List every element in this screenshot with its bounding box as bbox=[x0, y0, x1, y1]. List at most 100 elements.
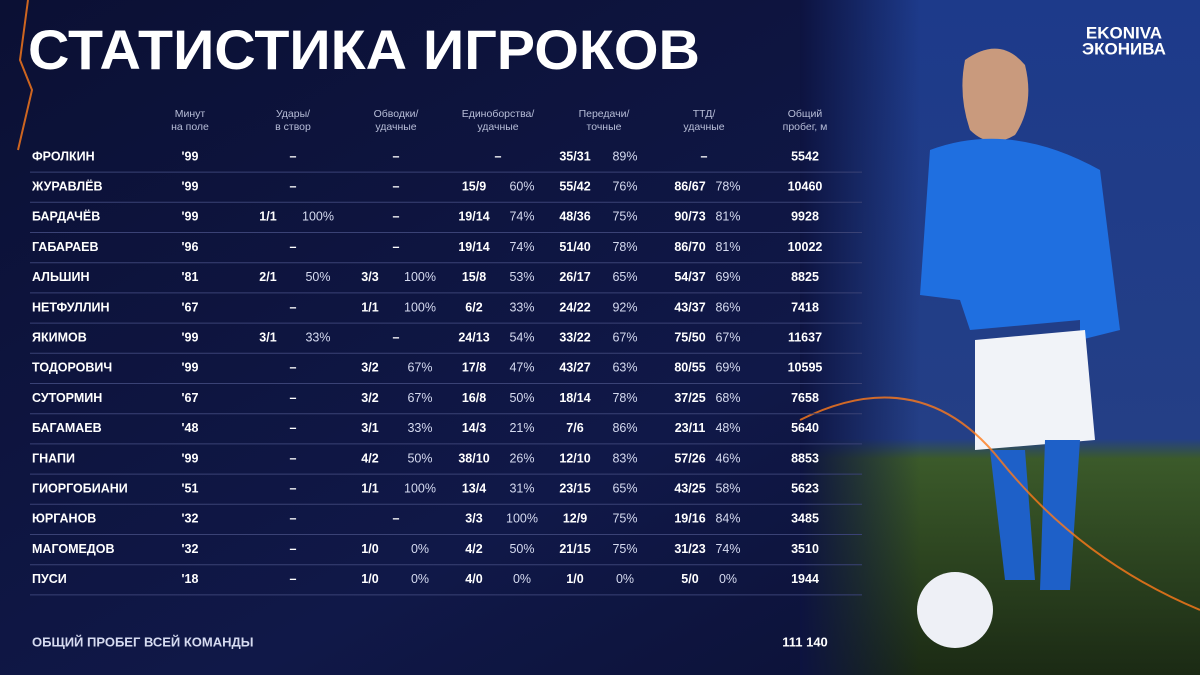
stat-percent: 0% bbox=[411, 572, 429, 586]
stat-percent: 33% bbox=[305, 330, 330, 344]
distance: 5542 bbox=[791, 149, 819, 163]
minutes: '48 bbox=[182, 421, 199, 435]
stat-percent: 100% bbox=[302, 210, 334, 224]
column-header: удачные bbox=[683, 121, 724, 133]
stat-percent: 100% bbox=[404, 270, 436, 284]
stat-percent: 0% bbox=[411, 542, 429, 556]
stat: 4/0 bbox=[465, 572, 482, 586]
stat: 7/6 bbox=[566, 421, 583, 435]
stat: 86/67 bbox=[674, 179, 705, 193]
player-name: НЕТФУЛЛИН bbox=[32, 300, 110, 314]
minutes: '99 bbox=[182, 149, 199, 163]
stat-percent: 68% bbox=[715, 391, 740, 405]
stat-percent: 75% bbox=[612, 210, 637, 224]
stat: 3/1 bbox=[259, 330, 276, 344]
stat-percent: 89% bbox=[612, 149, 637, 163]
column-header: пробег, м bbox=[783, 121, 828, 133]
stat: 12/9 bbox=[563, 512, 587, 526]
column-header: точные bbox=[587, 121, 622, 133]
footer-total: 111 140 bbox=[782, 634, 828, 649]
player-name: ГАБАРАЕВ bbox=[32, 240, 99, 254]
stat: 14/3 bbox=[462, 421, 486, 435]
stat-percent: 81% bbox=[715, 240, 740, 254]
player-name: БАГАМАЕВ bbox=[32, 421, 102, 435]
stat-percent: 78% bbox=[612, 240, 637, 254]
distance: 5640 bbox=[791, 421, 819, 435]
stat-percent: 53% bbox=[509, 270, 534, 284]
stat-percent: 84% bbox=[715, 512, 740, 526]
stat-percent: 54% bbox=[509, 330, 534, 344]
stat: 19/16 bbox=[674, 512, 705, 526]
stat: 24/22 bbox=[559, 300, 590, 314]
player-name: ТОДОРОВИЧ bbox=[32, 361, 112, 375]
distance: 8853 bbox=[791, 451, 819, 465]
distance: 5623 bbox=[791, 481, 819, 495]
stat: 3/2 bbox=[361, 361, 378, 375]
minutes: '99 bbox=[182, 210, 199, 224]
stat: – bbox=[393, 149, 400, 163]
stat-percent: 0% bbox=[719, 572, 737, 586]
stat-percent: 74% bbox=[715, 542, 740, 556]
player-name: СУТОРМИН bbox=[32, 391, 102, 405]
stat-percent: 48% bbox=[715, 421, 740, 435]
title: СТАТИСТИКА ИГРОКОВ bbox=[28, 18, 700, 81]
stat: – bbox=[290, 481, 297, 495]
stat: 43/25 bbox=[674, 481, 705, 495]
stat-percent: 74% bbox=[509, 210, 534, 224]
stat: 4/2 bbox=[361, 451, 378, 465]
stat: – bbox=[290, 240, 297, 254]
column-header: удачные bbox=[477, 121, 518, 133]
stat: 31/23 bbox=[674, 542, 705, 556]
column-header: в створ bbox=[275, 121, 311, 133]
stat: 3/3 bbox=[361, 270, 378, 284]
stat-percent: 69% bbox=[715, 361, 740, 375]
stat: 1/0 bbox=[361, 542, 378, 556]
stat: 57/26 bbox=[674, 451, 705, 465]
stat: 1/0 bbox=[361, 572, 378, 586]
distance: 10595 bbox=[788, 361, 823, 375]
player-name: ГНАПИ bbox=[32, 451, 75, 465]
stat: 33/22 bbox=[559, 330, 590, 344]
player-name: ПУСИ bbox=[32, 572, 67, 586]
player-name: БАРДАЧЁВ bbox=[32, 209, 100, 224]
stat-percent: 58% bbox=[715, 481, 740, 495]
minutes: '18 bbox=[182, 572, 199, 586]
stat-percent: 67% bbox=[407, 391, 432, 405]
column-header: Общий bbox=[788, 108, 823, 120]
distance: 1944 bbox=[791, 572, 819, 586]
distance: 11637 bbox=[788, 330, 822, 344]
stat-percent: 75% bbox=[612, 542, 637, 556]
stat: 23/11 bbox=[675, 421, 706, 435]
distance: 3510 bbox=[791, 542, 819, 556]
player-name: ЮРГАНОВ bbox=[32, 512, 96, 526]
stat-percent: 21% bbox=[509, 421, 534, 435]
minutes: '99 bbox=[182, 451, 199, 465]
stat-percent: 33% bbox=[509, 300, 534, 314]
stat-percent: 31% bbox=[509, 481, 534, 495]
stat: 19/14 bbox=[458, 210, 489, 224]
stat: 1/0 bbox=[566, 572, 583, 586]
stat: – bbox=[290, 391, 297, 405]
minutes: '99 bbox=[182, 179, 199, 193]
distance: 10022 bbox=[788, 240, 823, 254]
stat-percent: 67% bbox=[407, 361, 432, 375]
stat: 38/10 bbox=[458, 451, 489, 465]
lightning bbox=[17, 0, 34, 151]
stat: 1/1 bbox=[259, 210, 276, 224]
stat: – bbox=[495, 149, 502, 163]
player-name: АЛЬШИН bbox=[32, 270, 90, 284]
stat: 6/2 bbox=[465, 300, 482, 314]
stat: 17/8 bbox=[462, 361, 486, 375]
stat-percent: 75% bbox=[612, 512, 637, 526]
distance: 7418 bbox=[791, 300, 819, 314]
stat: 4/2 bbox=[465, 542, 482, 556]
stat: 55/42 bbox=[559, 179, 590, 193]
column-header: удачные bbox=[375, 121, 416, 133]
stat-percent: 50% bbox=[509, 391, 534, 405]
stat-percent: 100% bbox=[404, 481, 436, 495]
stat: 75/50 bbox=[674, 330, 705, 344]
column-header: Удары/ bbox=[276, 108, 310, 120]
stat: 5/0 bbox=[681, 572, 698, 586]
minutes: '32 bbox=[182, 542, 199, 556]
minutes: '67 bbox=[182, 300, 199, 314]
